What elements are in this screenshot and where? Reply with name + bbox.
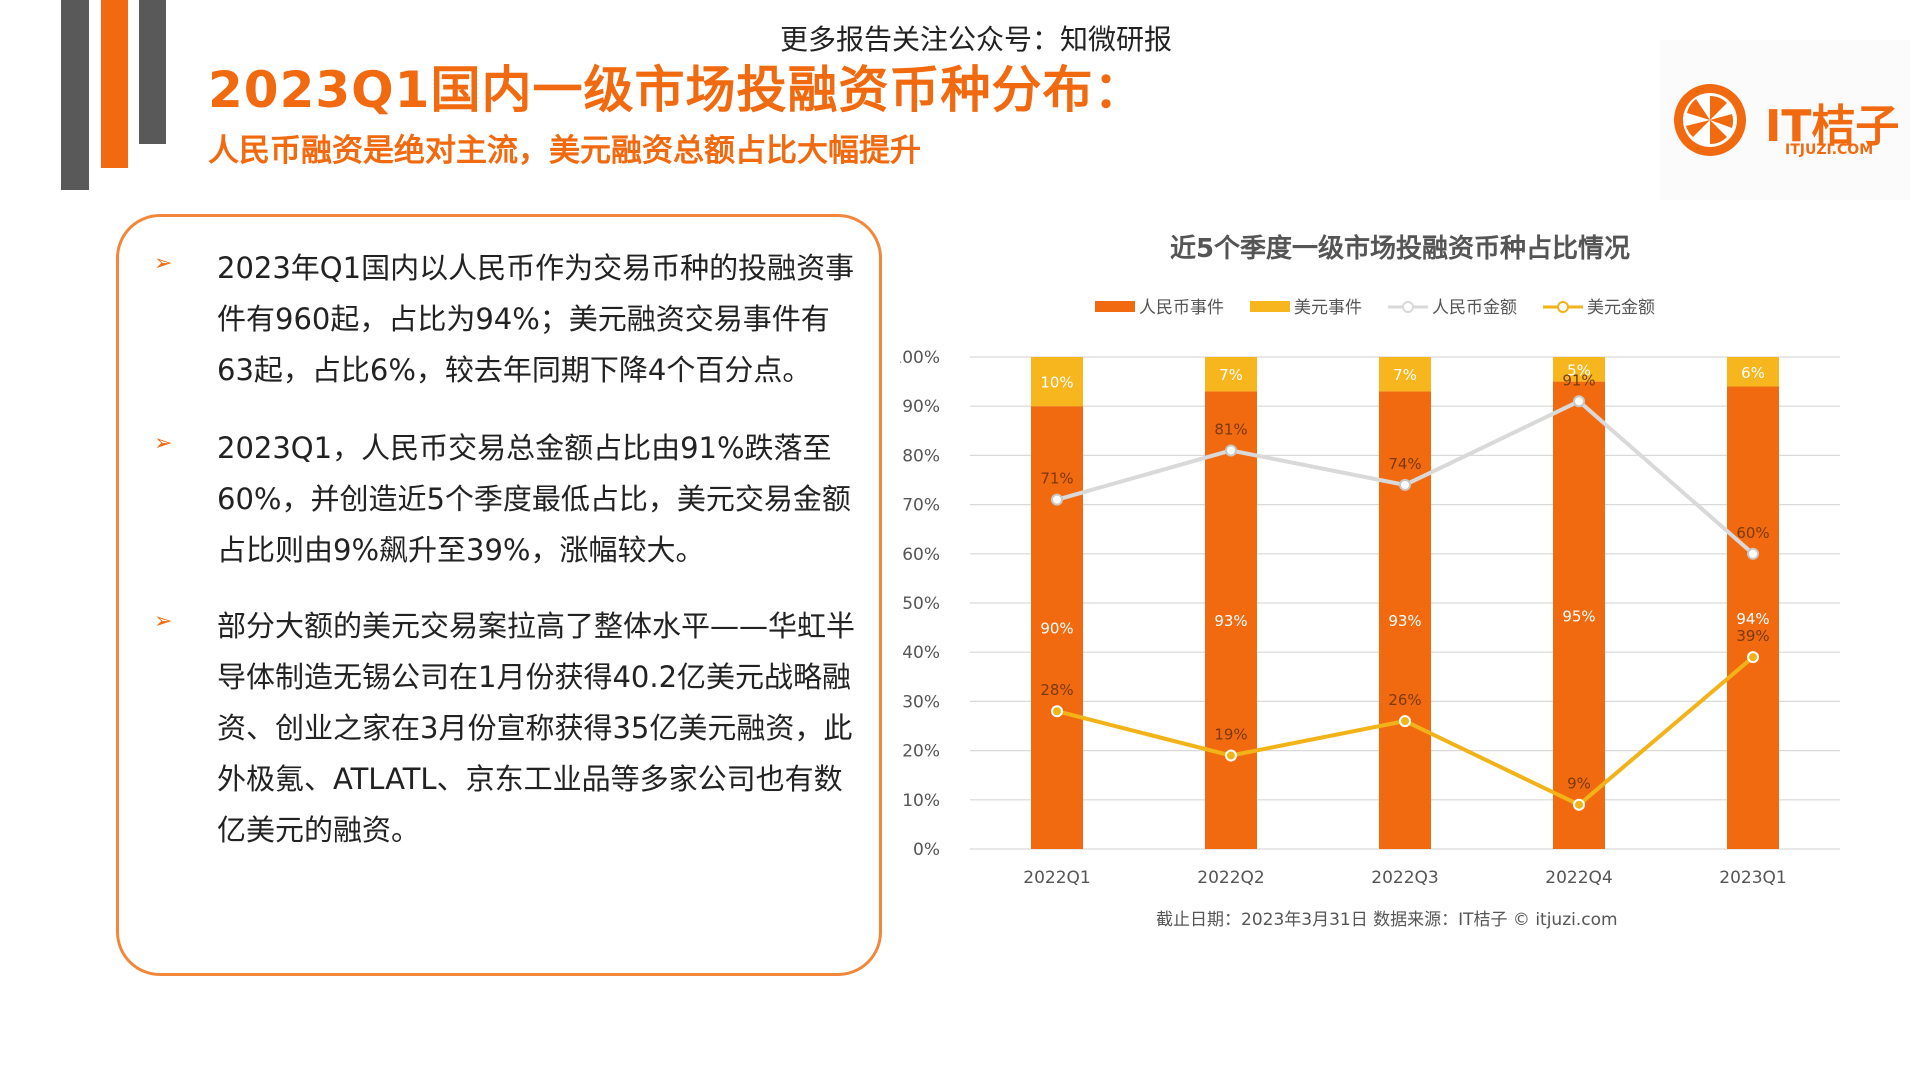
bar-segment — [1379, 357, 1431, 392]
line-point — [1399, 715, 1411, 728]
y-tick-label: 10% — [902, 791, 940, 811]
line-data-label: 71% — [1040, 470, 1073, 488]
bar-data-label: 95% — [1562, 607, 1595, 625]
chart-container: 近5个季度一级市场投融资币种占比情况人民币事件 美元事件 人民币金额 美元金额 0% 10… — [900, 225, 1900, 945]
line-data-label: 39% — [1736, 627, 1769, 645]
line-point — [1225, 444, 1237, 457]
orange-slice-icon — [1674, 84, 1746, 156]
line-point — [1051, 493, 1063, 506]
x-tick-label: 2022Q1 — [1023, 868, 1090, 888]
decor-bar-orange — [101, 0, 128, 168]
line-data-label: 19% — [1214, 726, 1247, 744]
legend-label: 美元事件 — [1294, 298, 1362, 318]
summary-point-text: 2023年Q1国内以人民币作为交易币种的投融资事件有960起，占比为94%；美元… — [217, 251, 855, 387]
summary-point-text: 部分大额的美元交易案拉高了整体水平——华虹半导体制造无锡公司在1月份获得40.2… — [217, 609, 856, 847]
line-data-label: 9% — [1567, 775, 1591, 793]
y-tick-label: 60% — [902, 545, 940, 565]
bar-data-label: 6% — [1741, 364, 1765, 382]
page-title: 2023Q1国内一级市场投融资币种分布： — [208, 61, 1145, 119]
line-data-label: 74% — [1388, 455, 1421, 473]
decor-bar-gray-2 — [139, 0, 166, 144]
line-point — [1747, 547, 1759, 560]
bar-data-label: 10% — [1040, 374, 1073, 392]
chart-footnote: 截止日期：2023年3月31日 数据来源：IT桔子 © itjuzi.com — [1156, 910, 1618, 930]
bar-segment — [1031, 406, 1083, 849]
bar-segment — [1553, 381, 1605, 849]
y-tick-label: 40% — [902, 643, 940, 663]
bar-segment — [1379, 391, 1431, 849]
bar-data-label: 94% — [1736, 610, 1769, 628]
legend-label: 美元金额 — [1587, 298, 1655, 318]
bar-data-label: 93% — [1388, 612, 1421, 630]
x-tick-label: 2023Q1 — [1719, 868, 1786, 888]
arrow-bullet-icon: ➢ — [154, 251, 173, 276]
line-point — [1399, 478, 1411, 491]
bar-data-label: 90% — [1040, 620, 1073, 638]
line-data-label: 81% — [1214, 420, 1247, 438]
legend-swatch — [1402, 301, 1414, 313]
legend-label: 人民币事件 — [1139, 298, 1224, 318]
logo-name: IT桔子 — [1765, 101, 1900, 152]
x-tick-label: 2022Q2 — [1197, 868, 1264, 888]
line-point — [1051, 705, 1063, 718]
y-tick-label: 80% — [902, 446, 940, 466]
notice-text: 更多报告关注公众号：知微研报 — [780, 23, 1173, 56]
bar-data-label: 5% — [1567, 361, 1591, 379]
legend-label: 人民币金额 — [1432, 298, 1517, 318]
legend-swatch — [1250, 301, 1290, 312]
bar-segment — [1553, 357, 1605, 382]
bar-segment — [1727, 386, 1779, 849]
line-point — [1225, 749, 1237, 762]
arrow-bullet-icon: ➢ — [154, 431, 173, 456]
line-point — [1573, 395, 1585, 408]
bar-data-label: 93% — [1214, 612, 1247, 630]
line-data-label: 60% — [1736, 524, 1769, 542]
y-tick-label: 30% — [902, 692, 940, 712]
chart-title: 近5个季度一级市场投融资币种占比情况 — [1170, 233, 1630, 264]
y-tick-label: 50% — [902, 594, 940, 614]
x-tick-label: 2022Q4 — [1545, 868, 1612, 888]
line-data-label: 28% — [1040, 681, 1073, 699]
bar-data-label: 7% — [1393, 366, 1417, 384]
legend-swatch — [1557, 301, 1569, 313]
arrow-bullet-icon: ➢ — [154, 609, 173, 634]
x-tick-label: 2022Q3 — [1371, 868, 1438, 888]
bar-data-label: 7% — [1219, 366, 1243, 384]
y-tick-label: 0% — [913, 840, 940, 860]
bar-segment — [1031, 357, 1083, 407]
decor-bar-gray-1 — [61, 0, 89, 190]
y-tick-label: 20% — [902, 742, 940, 762]
summary-box: ➢ 2023年Q1国内以人民币作为交易币种的投融资事件有960起，占比为94%；… — [116, 214, 882, 976]
y-tick-label: 90% — [902, 397, 940, 417]
bar-segment — [1205, 357, 1257, 392]
y-tick-label: 100% — [900, 348, 940, 368]
legend-swatch — [1095, 301, 1135, 312]
line-point — [1747, 651, 1759, 664]
bar-segment — [1205, 391, 1257, 849]
page-subtitle: 人民币融资是绝对主流，美元融资总额占比大幅提升 — [208, 133, 921, 169]
summary-point-text: 2023Q1，人民币交易总金额占比由91%跌落至60%，并创造近5个季度最低占比… — [217, 431, 851, 567]
itjuzi-logo: IT桔子 ITJUZI.COM — [1660, 40, 1910, 200]
line-point — [1573, 798, 1585, 811]
line-data-label: 91% — [1562, 371, 1595, 389]
bar-segment — [1727, 357, 1779, 387]
y-tick-label: 70% — [902, 496, 940, 516]
line-data-label: 26% — [1388, 691, 1421, 709]
logo-url: ITJUZI.COM — [1785, 142, 1874, 158]
